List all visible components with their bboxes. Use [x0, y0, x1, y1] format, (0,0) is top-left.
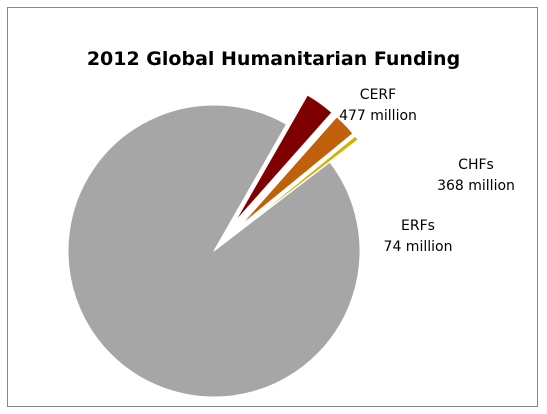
data-label-value: 477 million: [339, 108, 417, 124]
pie-chart: CERF 477 million CHFs 368 million ERFs 74 mil…: [67, 87, 515, 398]
data-label-value: 368 million: [437, 178, 515, 194]
data-label-erfs: ERFs 74 million: [384, 218, 453, 255]
data-label-value: 74 million: [384, 239, 453, 255]
data-label-name: CERF: [360, 87, 396, 103]
chart-title: 2012 Global Humanitarian Funding: [86, 48, 461, 70]
chart-frame: 2012 Global Humanitarian Funding CERF 477…: [7, 7, 538, 407]
pie-slice-erfs: [241, 135, 359, 230]
pie-slice-other: [67, 104, 361, 398]
data-label-cerf: CERF 477 million: [339, 87, 417, 124]
data-label-name: ERFs: [401, 218, 435, 234]
data-label-name: CHFs: [458, 157, 494, 173]
pie-slice-cerf: [234, 94, 333, 223]
data-label-chfs: CHFs 368 million: [437, 157, 515, 194]
pie-slice-chfs: [239, 116, 354, 227]
